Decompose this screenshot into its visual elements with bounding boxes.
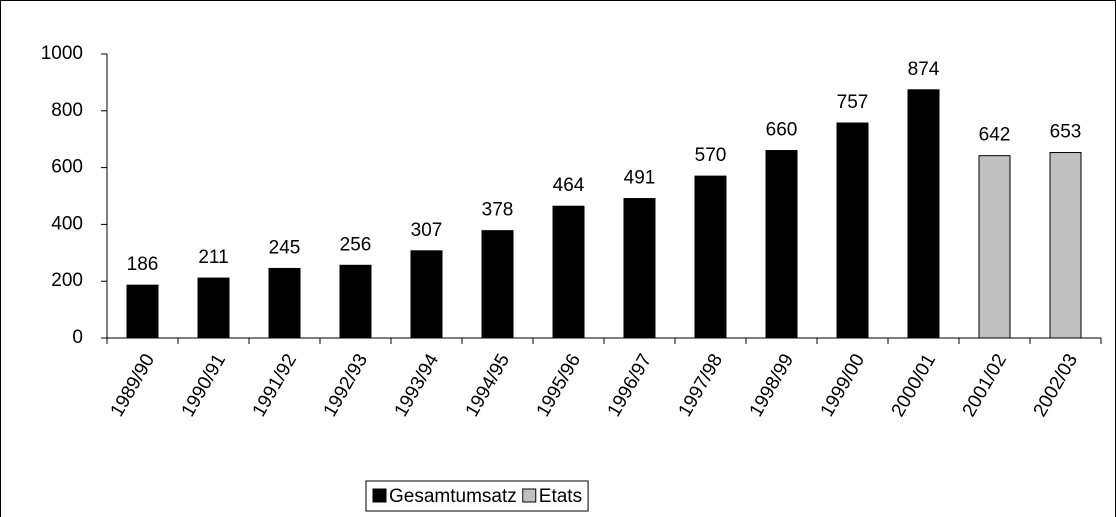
y-tick-label: 0 (72, 327, 83, 348)
data-label: 307 (411, 220, 443, 241)
data-label: 642 (979, 125, 1011, 146)
data-label: 660 (766, 120, 798, 141)
bar (765, 150, 798, 339)
data-label: 256 (340, 234, 372, 255)
data-label: 757 (837, 92, 869, 113)
bar (1049, 152, 1082, 339)
data-label: 464 (553, 175, 585, 196)
bar (552, 205, 585, 339)
y-tick-label: 800 (51, 100, 83, 121)
legend-box (365, 480, 589, 512)
data-label: 570 (695, 145, 727, 166)
bar (197, 277, 230, 339)
data-label: 211 (198, 247, 228, 268)
data-label: 186 (127, 254, 159, 275)
y-tick-label: 1000 (41, 43, 83, 64)
bar (623, 198, 656, 339)
bar (268, 267, 301, 339)
bar (978, 155, 1011, 339)
legend-swatch (522, 488, 537, 503)
bar (481, 230, 514, 339)
data-label: 491 (624, 168, 656, 189)
y-tick-label: 400 (51, 213, 83, 234)
bar (339, 264, 372, 339)
legend-label: Etats (539, 486, 582, 507)
data-label: 653 (1050, 122, 1082, 143)
bar (126, 284, 159, 339)
data-label: 378 (482, 200, 514, 221)
bar (410, 250, 443, 339)
bar (836, 122, 869, 339)
bar (694, 175, 727, 339)
bar (907, 89, 940, 339)
legend-label: Gesamtumsatz (389, 486, 517, 507)
legend-swatch (372, 488, 387, 503)
y-tick-label: 600 (51, 157, 83, 178)
y-tick-label: 200 (51, 270, 83, 291)
data-label: 874 (908, 59, 940, 80)
data-label: 245 (269, 237, 301, 258)
